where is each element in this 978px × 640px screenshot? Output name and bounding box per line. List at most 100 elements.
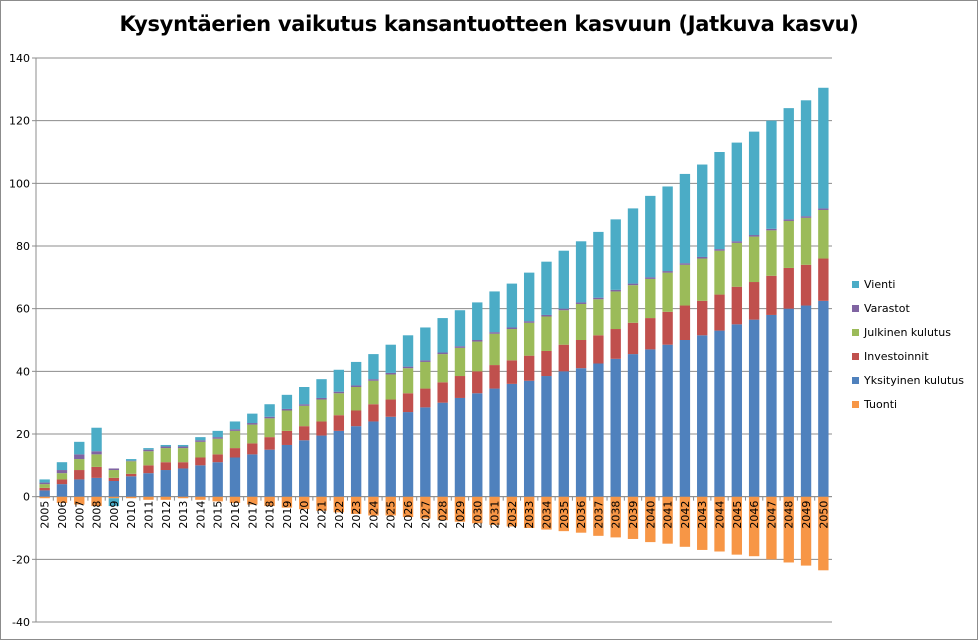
- bar-segment: [523, 496, 535, 528]
- bar-segment: [575, 340, 587, 369]
- bar-segment: [229, 448, 241, 458]
- bar-segment: [523, 380, 535, 497]
- bar-segment: [662, 344, 673, 497]
- bar-segment: [437, 318, 448, 353]
- bar-segment: [368, 379, 379, 381]
- bar-segment: [575, 496, 587, 533]
- bar-segment: [195, 437, 206, 441]
- bar-segment: [195, 457, 206, 466]
- y-tick-label: -20: [12, 553, 30, 566]
- bar-segment: [645, 195, 656, 278]
- x-tick-label: 2029: [454, 501, 467, 529]
- bar-segment: [523, 355, 535, 381]
- bar-segment: [402, 496, 414, 518]
- bar-segment: [541, 316, 552, 351]
- bar-segment: [437, 402, 448, 497]
- bar-segment: [108, 470, 120, 478]
- bar-segment: [679, 496, 691, 547]
- bar-segment: [506, 283, 518, 328]
- bar-segment: [368, 380, 379, 405]
- bar-segment: [91, 477, 102, 497]
- bar-segment: [385, 372, 396, 375]
- bar-segment: [385, 344, 396, 373]
- x-tick-label: 2037: [592, 501, 605, 529]
- bar-segment: [247, 424, 258, 444]
- bar-segment: [627, 283, 639, 286]
- bar-segment: [39, 484, 50, 488]
- bar-segment: [125, 461, 137, 474]
- bar-segment: [420, 496, 431, 519]
- bar-segment: [697, 164, 708, 257]
- chart-title: Kysyntäerien vaikutus kansantuotteen kas…: [119, 12, 859, 36]
- bar-segment: [420, 407, 431, 497]
- bar-segment: [195, 496, 206, 500]
- bar-segment: [212, 430, 223, 438]
- legend-label: Tuonti: [864, 397, 898, 411]
- bar-segment: [714, 249, 725, 251]
- bar-segment: [472, 496, 483, 524]
- bar-segment: [627, 322, 639, 355]
- bar-segment: [437, 354, 448, 383]
- bar-segment: [91, 454, 102, 467]
- x-tick-label: 2027: [419, 501, 432, 529]
- bar-segment: [333, 391, 345, 394]
- x-tick-label: 2030: [471, 501, 484, 529]
- bar-segment: [316, 435, 327, 497]
- bar-segment: [212, 438, 223, 455]
- bar-segment: [783, 308, 794, 497]
- y-tick-label: -40: [12, 616, 30, 629]
- y-tick-label: 40: [16, 365, 30, 378]
- bar-segment: [818, 208, 829, 210]
- x-tick-label: 2009: [108, 501, 121, 529]
- bar-segment: [247, 496, 258, 505]
- bar-segment: [420, 360, 431, 362]
- bar-segment: [541, 376, 552, 497]
- bar-segment: [281, 496, 293, 508]
- bar-segment: [489, 496, 500, 525]
- x-tick-label: 2013: [177, 501, 190, 529]
- bar-segment: [281, 394, 293, 409]
- legend-label: Investoinnit: [864, 349, 929, 363]
- bar-segment: [489, 333, 500, 366]
- bar-segment: [299, 440, 310, 497]
- bar-segment: [350, 410, 362, 427]
- bar-segment: [783, 108, 794, 220]
- bar-segment: [593, 299, 604, 336]
- bar-segment: [299, 404, 310, 406]
- bar-segment: [679, 173, 691, 264]
- bar-segment: [91, 466, 102, 478]
- bar-segment: [350, 361, 362, 386]
- x-tick-label: 2024: [367, 501, 380, 529]
- bar-segment: [748, 496, 760, 557]
- bar-segment: [91, 496, 102, 507]
- bar-segment: [714, 152, 725, 250]
- bar-segment: [333, 430, 345, 497]
- bar-segment: [195, 440, 206, 442]
- bar-segment: [177, 468, 189, 497]
- x-tick-label: 2028: [437, 501, 450, 529]
- bar-segment: [74, 441, 85, 455]
- bar-segment: [385, 416, 396, 497]
- bar-segment: [454, 310, 466, 347]
- bar-segment: [125, 460, 137, 462]
- bar-segment: [454, 496, 466, 522]
- bar-segment: [800, 217, 812, 265]
- bar-segment: [281, 430, 293, 445]
- bar-segment: [645, 278, 656, 319]
- bar-segment: [679, 263, 691, 265]
- bar-segment: [160, 496, 171, 500]
- bar-segment: [783, 267, 794, 309]
- x-tick-label: 2012: [160, 501, 173, 529]
- bar-segment: [333, 393, 345, 416]
- bar-segment: [714, 330, 725, 497]
- bar-segment: [783, 496, 794, 563]
- y-tick-label: 120: [9, 115, 30, 128]
- bar-segment: [281, 444, 293, 497]
- bar-segment: [420, 361, 431, 389]
- bar-segment: [679, 340, 691, 497]
- bar-segment: [56, 470, 68, 474]
- bar-segment: [39, 482, 50, 485]
- bar-segment: [385, 496, 396, 516]
- bar-segment: [402, 368, 414, 394]
- bar-segment: [575, 303, 587, 340]
